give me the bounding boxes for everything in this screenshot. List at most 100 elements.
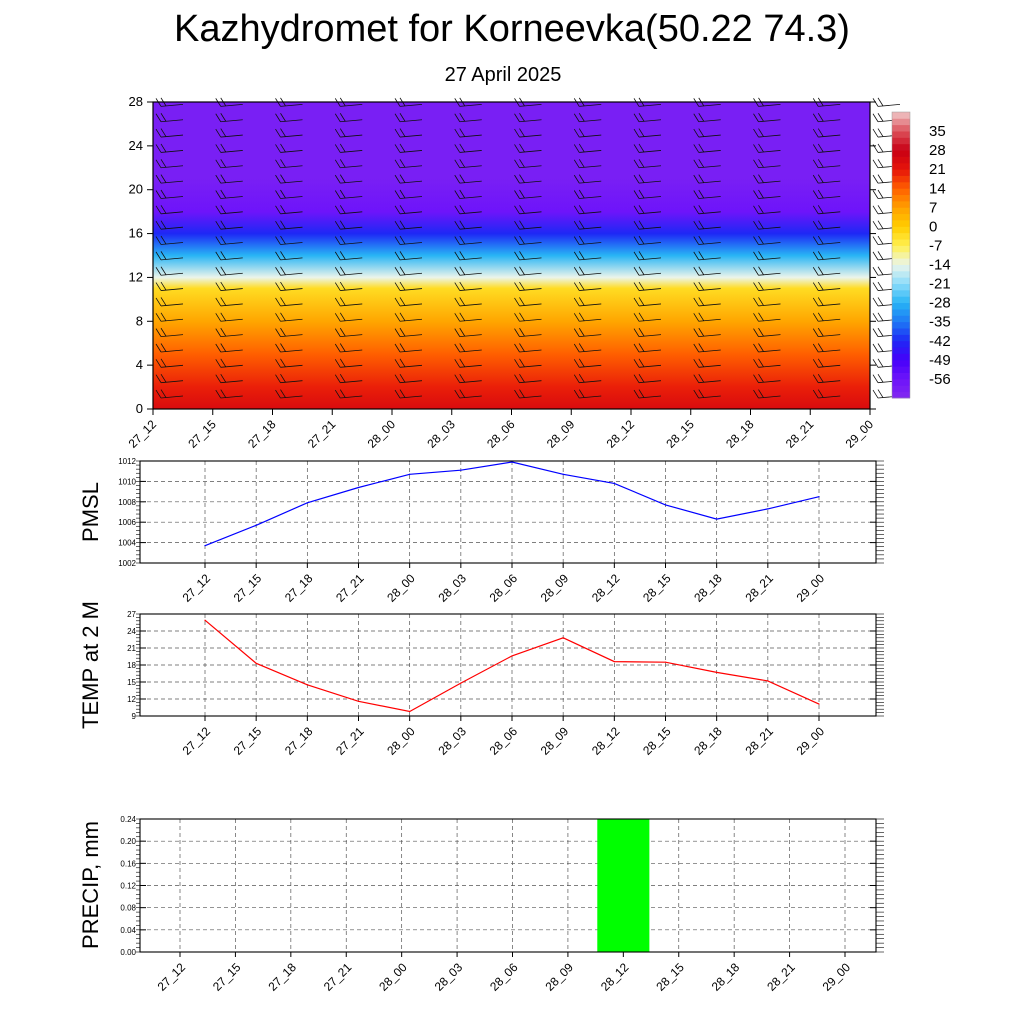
x-tick-label: 27_21 <box>321 960 355 994</box>
wind-barb <box>753 205 781 215</box>
wind-barb <box>454 251 482 261</box>
wind-barb <box>693 113 721 123</box>
wind-barb <box>693 281 721 291</box>
wind-barb <box>394 113 423 123</box>
heatmap-x-tick-label: 28_18 <box>723 417 757 451</box>
data-point <box>409 473 411 475</box>
wind-barb <box>394 389 423 399</box>
colorbar-band <box>892 321 910 329</box>
colorbar-label: -14 <box>929 257 951 274</box>
wind-barb <box>514 235 542 245</box>
x-tick-label: 28_18 <box>691 571 725 605</box>
heatmap-x-tick-label: 28_06 <box>484 417 518 451</box>
wind-barb <box>215 327 243 338</box>
colorbar-band <box>892 194 910 202</box>
wind-barb <box>753 343 781 353</box>
wind-barb <box>753 312 781 322</box>
wind-barb <box>215 281 243 291</box>
wind-barb <box>155 220 184 230</box>
colorbar-label: 28 <box>929 142 946 159</box>
y-tick-label: 1012 <box>118 457 136 466</box>
colorbar-band <box>892 391 910 399</box>
x-tick-label: 28_18 <box>709 960 743 994</box>
wind-barb <box>812 143 841 153</box>
colorbar-label: 0 <box>929 218 937 235</box>
data-point <box>409 710 411 713</box>
wind-barb <box>334 220 363 230</box>
heatmap-y-tick-label: 12 <box>129 269 143 284</box>
x-tick-label: 27_18 <box>265 960 299 994</box>
x-tick-label: 27_12 <box>155 960 189 994</box>
wind-barb <box>334 113 363 123</box>
y-tick-label: 18 <box>127 661 136 670</box>
y-tick-label: 1002 <box>118 559 136 568</box>
x-tick-label: 27_21 <box>333 571 367 605</box>
wind-barb <box>633 389 662 399</box>
wind-barb <box>275 281 303 291</box>
wind-barb <box>454 373 482 384</box>
y-tick-label: 1008 <box>118 498 136 507</box>
wind-barb <box>454 297 482 307</box>
wind-barb <box>275 189 303 199</box>
data-point <box>306 502 308 504</box>
colorbar-band <box>892 309 910 316</box>
heatmap-x-tick-label: 27_15 <box>185 417 219 451</box>
wind-barb <box>693 327 721 338</box>
wind-barb <box>812 128 841 138</box>
wind-barb <box>275 297 303 307</box>
y-tick-label: 0.24 <box>120 815 136 824</box>
wind-barb <box>573 358 602 368</box>
wind-barb <box>275 159 303 169</box>
wind-barb <box>633 113 662 123</box>
data-point <box>818 496 820 498</box>
wind-barb <box>573 113 602 123</box>
heatmap-y-tick-label: 16 <box>129 226 143 241</box>
wind-barb <box>454 389 482 399</box>
colorbar-frame <box>891 111 911 399</box>
wind-barb <box>693 235 721 245</box>
wind-barb <box>872 97 901 107</box>
wind-barb <box>334 205 363 215</box>
colorbar-label: 35 <box>929 123 946 140</box>
colorbar-label: -56 <box>929 371 951 388</box>
data-point <box>255 662 257 664</box>
x-tick-label: 28_12 <box>589 571 623 605</box>
wind-barb <box>394 266 423 276</box>
wind-barb <box>514 343 542 353</box>
colorbar-band <box>892 270 910 278</box>
wind-barb <box>753 128 781 138</box>
wind-barb <box>633 220 662 230</box>
wind-barb <box>693 143 721 153</box>
wind-barb <box>334 174 363 184</box>
wind-barb <box>155 327 184 338</box>
wind-barb <box>693 159 721 169</box>
heatmap-x-tick-label: 27_12 <box>126 417 160 451</box>
x-tick-label: 28_15 <box>653 960 687 994</box>
wind-barb <box>812 205 841 215</box>
colorbar-band <box>892 277 910 284</box>
wind-barb <box>155 251 184 261</box>
wind-barb <box>334 189 363 199</box>
data-point <box>255 524 257 526</box>
x-tick-label: 28_03 <box>435 724 469 758</box>
colorbar-band <box>892 378 910 386</box>
heatmap-y-tick-label: 0 <box>136 401 143 416</box>
wind-barb <box>334 389 363 399</box>
wind-barb <box>514 389 542 399</box>
wind-barb <box>454 235 482 245</box>
wind-barb <box>573 189 602 199</box>
heatmap-x-tick-label: 29_00 <box>843 417 877 451</box>
wind-barb <box>155 235 184 245</box>
x-tick-label: 29_00 <box>794 571 828 605</box>
wind-barb <box>573 174 602 184</box>
wind-barb <box>394 143 423 153</box>
y-axis-label: TEMP at 2 M <box>78 601 103 729</box>
y-tick-label: 12 <box>127 695 136 704</box>
wind-barb <box>215 373 243 384</box>
wind-barb <box>155 373 184 384</box>
heatmap-field <box>153 102 870 409</box>
data-point <box>460 469 462 471</box>
colorbar-band <box>892 296 910 304</box>
wind-barb <box>633 373 662 384</box>
